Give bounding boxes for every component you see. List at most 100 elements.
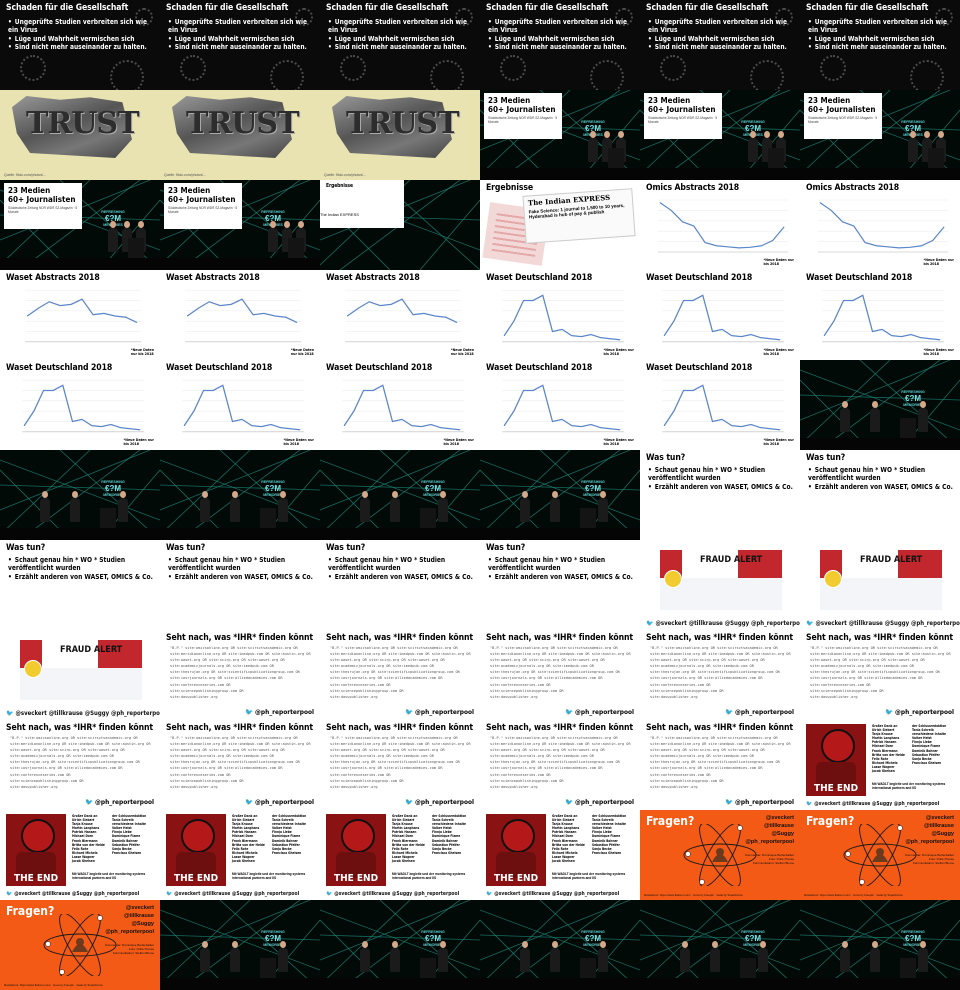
thumbnail-seht[interactable]: Seht nach, was *IHR* finden könnt "B.P."… xyxy=(800,630,960,720)
reporter-handle: 🐦 @ph_reporterpool xyxy=(565,708,634,716)
data-point xyxy=(683,300,684,301)
thumbnail-wastun[interactable]: Was tun? Schaut genau hin * WO * Studien… xyxy=(160,540,320,630)
thumbnail-virus[interactable]: Schaden für die Gesellschaft Ungeprüfte … xyxy=(320,0,480,90)
search-query-line: site:sciencepublishinggroup.com OR xyxy=(650,778,724,783)
credits-head: Großer Dank an xyxy=(392,814,418,818)
thumbnail-fragen[interactable]: Fragen? @sveckert @tillkrause @Suggy @ph… xyxy=(800,810,960,900)
thumbnail-virus[interactable]: Schaden für die Gesellschaft Ungeprüfte … xyxy=(480,0,640,90)
thumbnail-wasetD[interactable]: Waset Deutschland 2018 *Neue Daten nur b… xyxy=(480,360,640,450)
thumbnail-seht[interactable]: Seht nach, was *IHR* finden könnt "B.P."… xyxy=(320,630,480,720)
projected-slide: 23 Medien 60+ Journalisten Süddeutsche Ze… xyxy=(644,93,722,139)
thumbnail-stage[interactable]: REFRESHING €?M MEMORIES xyxy=(320,900,480,990)
thumbnail-wastun[interactable]: Was tun? Schaut genau hin * WO * Studien… xyxy=(0,540,160,630)
thumbnail-wasetD[interactable]: Waset Deutschland 2018 *Neue Daten nur b… xyxy=(160,360,320,450)
thumbnail-fraud[interactable]: FRAUD ALERT 🐦 @sveckert @tillkrause @Sugg… xyxy=(800,540,960,630)
thumbnail-res[interactable]: Ergebnisse The Indian EXPRESS Fake Scien… xyxy=(480,180,640,270)
thumbnail-fragen[interactable]: Fragen? @sveckert @tillkrause @Suggy @ph… xyxy=(0,900,160,990)
search-query-line: site:waset.org OR site:scirp.org OR site… xyxy=(490,748,605,753)
thumbnail-stage23[interactable]: 23 Medien 60+ Journalisten Süddeutsche Ze… xyxy=(0,180,160,270)
trust-rock xyxy=(172,96,292,158)
thumbnail-wasetD[interactable]: Waset Deutschland 2018 *Neue Daten nur b… xyxy=(0,360,160,450)
thumbnail-fraud[interactable]: FRAUD ALERT 🐦 @sveckert @tillkrause @Sugg… xyxy=(640,540,800,630)
data-point xyxy=(891,335,893,337)
thumbnail-stage[interactable]: REFRESHING €?M MEMORIES xyxy=(0,450,160,540)
thumbnail-stage[interactable]: REFRESHING €?M MEMORIES xyxy=(480,900,640,990)
thumbnail-end[interactable]: THE END Großer Dank an Ulrich Siebert Tan… xyxy=(160,810,320,900)
thumbnail-stage[interactable]: REFRESHING €?M MEMORIES xyxy=(160,900,320,990)
logo-bottom: MEMORIES xyxy=(903,943,923,948)
search-query-line: site:davupublisher.org xyxy=(330,784,378,789)
thumbnail-wasetA[interactable]: Waset Abstracts 2018 *Neue Daten nur bis… xyxy=(0,270,160,360)
logo-bottom: MEMORIES xyxy=(423,493,443,498)
thumbnail-stage[interactable]: REFRESHING €?M MEMORIES xyxy=(800,900,960,990)
thumbnail-stage[interactable]: REFRESHING €?M MEMORIES xyxy=(640,900,800,990)
thumbnail-stage[interactable]: REFRESHING €?M MEMORIES xyxy=(480,450,640,540)
thumbnail-wasetA[interactable]: Waset Abstracts 2018 *Neue Daten nur bis… xyxy=(160,270,320,360)
slide-title: Ergebnisse xyxy=(486,183,534,193)
thumbnail-seht[interactable]: Seht nach, was *IHR* finden könnt "B.P."… xyxy=(480,720,640,810)
thumbnail-wastun[interactable]: Was tun? Schaut genau hin * WO * Studien… xyxy=(320,540,480,630)
credits-column-2: der Schlussredaktion Tania Schreib versc… xyxy=(272,814,307,855)
line-chart xyxy=(502,379,625,433)
search-query-line: site:sciencepublishinggroup.com OR xyxy=(330,778,404,783)
medien-line2: 60+ Journalisten xyxy=(168,194,236,204)
thumbnail-omics[interactable]: Omics Abstracts 2018 *Neue Daten nur bis… xyxy=(800,180,960,270)
thumbnail-wastun[interactable]: Was tun? Schaut genau hin * WO * Studien… xyxy=(480,540,640,630)
podium xyxy=(928,148,944,168)
thumbnail-end[interactable]: THE END Großer Dank an Ulrich Siebert Tan… xyxy=(320,810,480,900)
thumbnail-seht[interactable]: Seht nach, was *IHR* finden könnt "B.P."… xyxy=(0,720,160,810)
thumbnail-trust[interactable]: TRUST Quelle: flickr.com/photos/... xyxy=(320,90,480,180)
thumbnail-seht[interactable]: Seht nach, was *IHR* finden könnt "B.P."… xyxy=(640,720,800,810)
thumbnail-wasetD[interactable]: Waset Deutschland 2018 *Neue Daten nur b… xyxy=(800,270,960,360)
thumbnail-wasetD[interactable]: Waset Deutschland 2018 *Neue Daten nur b… xyxy=(480,270,640,360)
search-query-line: site:waset.org OR site:scirp.org OR site… xyxy=(650,748,765,753)
thumbnail-seht[interactable]: Seht nach, was *IHR* finden könnt "B.P."… xyxy=(480,630,640,720)
data-point xyxy=(420,426,422,428)
thumbnail-stage23[interactable]: 23 Medien 60+ Journalisten Süddeutsche Ze… xyxy=(160,180,320,270)
thumbnail-virus[interactable]: Schaden für die Gesellschaft Ungeprüfte … xyxy=(800,0,960,90)
thumbnail-stage[interactable]: REFRESHING €?M MEMORIES xyxy=(160,450,320,540)
bullet: Sind nicht mehr auseinander zu halten. xyxy=(808,43,956,51)
twitter-bird-icon: 🐦 xyxy=(564,798,574,806)
thumbnail-stage23[interactable]: 23 Medien 60+ Journalisten Süddeutsche Ze… xyxy=(480,90,640,180)
thumbnail-wasetA[interactable]: Waset Abstracts 2018 *Neue Daten nur bis… xyxy=(320,270,480,360)
thumbnail-end[interactable]: THE END Großer Dank an Ulrich Siebert Tan… xyxy=(0,810,160,900)
data-point xyxy=(738,247,740,249)
thumbnail-end[interactable]: THE END Großer Dank an Ulrich Siebert Tan… xyxy=(480,810,640,900)
data-point xyxy=(33,410,35,412)
data-point xyxy=(663,425,665,427)
thumbnail-omics[interactable]: Omics Abstracts 2018 *Neue Daten nur bis… xyxy=(640,180,800,270)
thumbnail-wasetD[interactable]: Waset Deutschland 2018 *Neue Daten nur b… xyxy=(640,270,800,360)
handle: @sveckert xyxy=(125,905,154,911)
thumbnail-virus[interactable]: Schaden für die Gesellschaft Ungeprüfte … xyxy=(160,0,320,90)
credits-column-1: Großer Dank an Ulrich Siebert Tanja Kraus… xyxy=(552,814,585,863)
thumbnail-seht[interactable]: Seht nach, was *IHR* finden könnt "B.P."… xyxy=(160,720,320,810)
thumbnail-trust[interactable]: TRUST Quelle: flickr.com/photos/... xyxy=(160,90,320,180)
thumbnail-end[interactable]: THE END Großer Dank an Ulrich Siebert Tan… xyxy=(800,720,960,810)
thumbnail-trust[interactable]: TRUST Quelle: flickr.com/photos/... xyxy=(0,90,160,180)
speaker xyxy=(870,941,880,972)
thumbnail-seht[interactable]: Seht nach, was *IHR* finden könnt "B.P."… xyxy=(320,720,480,810)
thumbnail-wasetD[interactable]: Waset Deutschland 2018 *Neue Daten nur b… xyxy=(320,360,480,450)
thumbnail-virus[interactable]: Schaden für die Gesellschaft Ungeprüfte … xyxy=(640,0,800,90)
bullet: Erzählt anderen von WASET, OMICS & Co. xyxy=(168,573,316,581)
thumbnail-stage[interactable]: REFRESHING €?M MEMORIES xyxy=(320,450,480,540)
thumbnail-wasetD[interactable]: Waset Deutschland 2018 *Neue Daten nur b… xyxy=(640,360,800,450)
thumbnail-virus[interactable]: Schaden für die Gesellschaft Ungeprüfte … xyxy=(0,0,160,90)
bullet: Ungeprüfte Studien verbreiten sich wie e… xyxy=(8,18,156,35)
logo-main: €?M xyxy=(105,214,121,224)
twitter-bird-icon: 🐦 xyxy=(486,891,493,897)
search-query-line: site:sciencepublishinggroup.com OR xyxy=(650,688,724,693)
search-query-line: site:sciencepublishinggroup.com OR xyxy=(490,688,564,693)
thumbnail-wastun[interactable]: Was tun? Schaut genau hin * WO * Studien… xyxy=(800,450,960,540)
thumbnail-stage[interactable]: REFRESHING €?M MEMORIES xyxy=(800,360,960,450)
thumbnail-stage23[interactable]: 23 Medien 60+ Journalisten Süddeutsche Ze… xyxy=(640,90,800,180)
thumbnail-seht[interactable]: Seht nach, was *IHR* finden könnt "B.P."… xyxy=(640,630,800,720)
thumbnail-fragen[interactable]: Fragen? @sveckert @tillkrause @Suggy @ph… xyxy=(640,810,800,900)
thumbnail-smallres[interactable]: Ergebnisse The Indian EXPRESS xyxy=(320,180,480,270)
thumbnail-stage23[interactable]: 23 Medien 60+ Journalisten Süddeutsche Ze… xyxy=(800,90,960,180)
thumbnail-seht[interactable]: Seht nach, was *IHR* finden könnt "B.P."… xyxy=(160,630,320,720)
search-query-line: site:thesrujan.org OR site:scientificpub… xyxy=(810,670,940,675)
thumbnail-wastun[interactable]: Was tun? Schaut genau hin * WO * Studien… xyxy=(640,450,800,540)
thumbnail-fraud[interactable]: FRAUD ALERT 🐦 @sveckert @tillkrause @Sugg… xyxy=(0,630,160,720)
